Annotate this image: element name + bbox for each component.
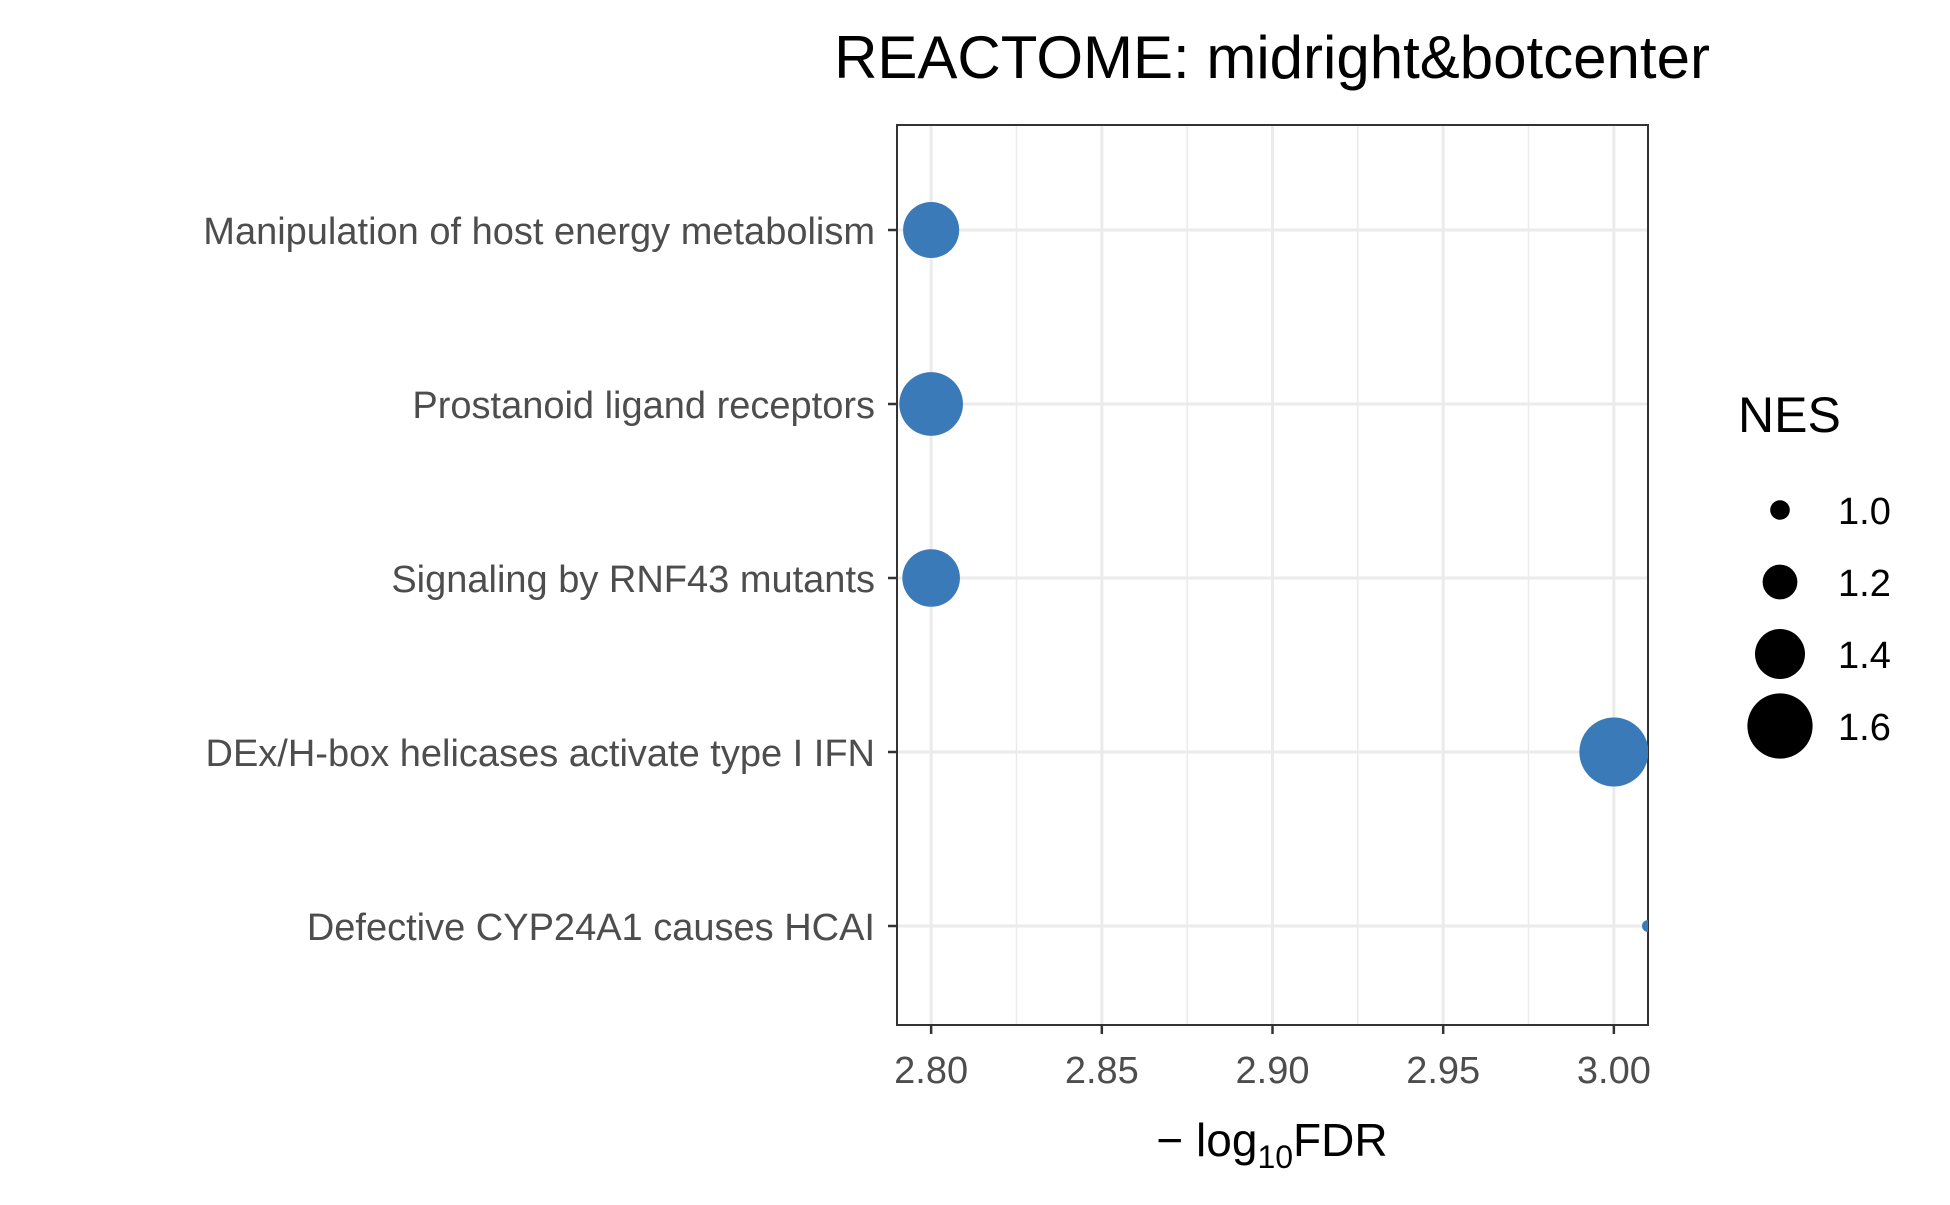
- x-tick-label: 3.00: [1577, 1050, 1651, 1092]
- data-point: [1642, 920, 1648, 932]
- points-layer: [899, 201, 1648, 932]
- legend-key-circle: [1747, 693, 1813, 759]
- legend-key-circle: [1755, 629, 1805, 679]
- x-axis-label: − log10FDR: [1156, 1114, 1387, 1175]
- x-axis-label-subscript: 10: [1257, 1139, 1293, 1175]
- legend: NES 1.0 1.2 1.4 1.6: [1738, 387, 1891, 759]
- x-tick-label: 2.95: [1406, 1050, 1480, 1092]
- data-point: [1579, 717, 1648, 787]
- y-tick-label: DEx/H-box helicases activate type I IFN: [206, 733, 875, 775]
- legend-key-label: 1.0: [1838, 491, 1891, 533]
- y-tick-label: Prostanoid ligand receptors: [412, 385, 875, 427]
- y-tick-label: Signaling by RNF43 mutants: [391, 559, 875, 601]
- data-point: [899, 372, 963, 436]
- legend-key-label: 1.2: [1838, 563, 1891, 605]
- legend-key-label: 1.4: [1838, 635, 1891, 677]
- x-axis-label-suffix: FDR: [1293, 1114, 1388, 1166]
- y-tick-label: Manipulation of host energy metabolism: [203, 211, 875, 253]
- grid-layer: [897, 125, 1648, 1025]
- data-point: [903, 201, 960, 259]
- data-point: [902, 549, 960, 607]
- legend-key-circle: [1770, 500, 1790, 520]
- legend-key-circle: [1762, 564, 1798, 600]
- x-tick-label: 2.85: [1065, 1050, 1139, 1092]
- x-axis-label-prefix: − log: [1156, 1114, 1257, 1166]
- chart-title: REACTOME: midright&botcenter: [834, 24, 1710, 91]
- x-tick-label: 2.90: [1236, 1050, 1310, 1092]
- x-tick-label: 2.80: [894, 1050, 968, 1092]
- legend-entries: 1.0 1.2 1.4 1.6: [1747, 491, 1891, 759]
- legend-key-label: 1.6: [1838, 707, 1891, 749]
- y-tick-label: Defective CYP24A1 causes HCAI: [307, 907, 875, 949]
- axis-layer: 2.80 2.85 2.90 2.95 3.00 Manipulation of host…: [203, 211, 1651, 1092]
- legend-title: NES: [1738, 387, 1841, 443]
